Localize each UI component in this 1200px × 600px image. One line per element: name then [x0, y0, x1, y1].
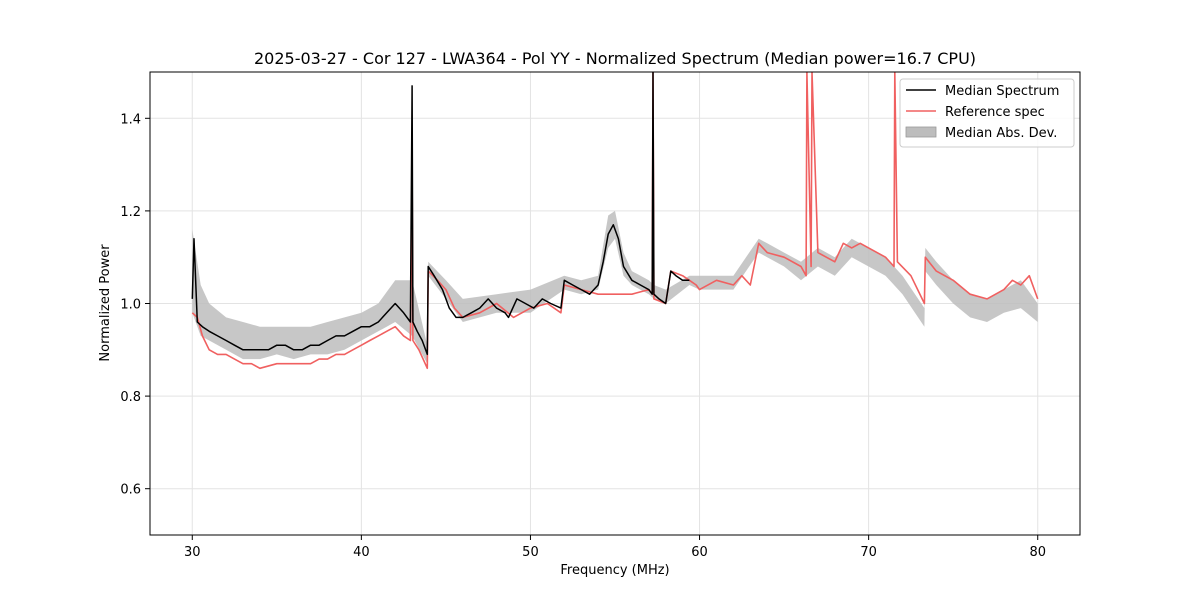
x-tick-label: 70 — [860, 545, 877, 560]
mad-band — [192, 210, 1038, 364]
y-tick-label: 1.2 — [120, 205, 141, 220]
axes: 30 40 50 60 70 80 0.6 0.8 1.0 1.2 1.4 — [120, 112, 1046, 560]
legend: Median Spectrum Reference spec Median Ab… — [899, 78, 1075, 148]
reference-spectrum-line — [191, 72, 1039, 370]
x-tick-label: 40 — [353, 545, 370, 560]
x-tick-label: 30 — [184, 545, 201, 560]
y-tick-label: 1.4 — [120, 112, 141, 127]
x-tick-label: 50 — [522, 545, 539, 560]
y-tick-label: 1.0 — [120, 298, 141, 313]
x-tick-label: 80 — [1029, 545, 1046, 560]
plot-area — [191, 72, 1039, 370]
y-tick-label: 0.8 — [120, 390, 141, 405]
y-axis-label: Normalized Power — [98, 244, 113, 362]
chart-title: 2025-03-27 - Cor 127 - LWA364 - Pol YY -… — [254, 49, 976, 68]
median-spectrum-line — [191, 72, 690, 356]
legend-mad-swatch — [905, 126, 937, 138]
legend-box — [899, 78, 1075, 148]
legend-mad-label: Median Abs. Dev. — [945, 126, 1057, 141]
legend-reference-label: Reference spec — [945, 105, 1045, 120]
y-tick-label: 0.6 — [120, 483, 141, 498]
legend-median-label: Median Spectrum — [945, 84, 1059, 99]
x-tick-label: 60 — [691, 545, 708, 560]
x-axis-label: Frequency (MHz) — [560, 563, 669, 578]
